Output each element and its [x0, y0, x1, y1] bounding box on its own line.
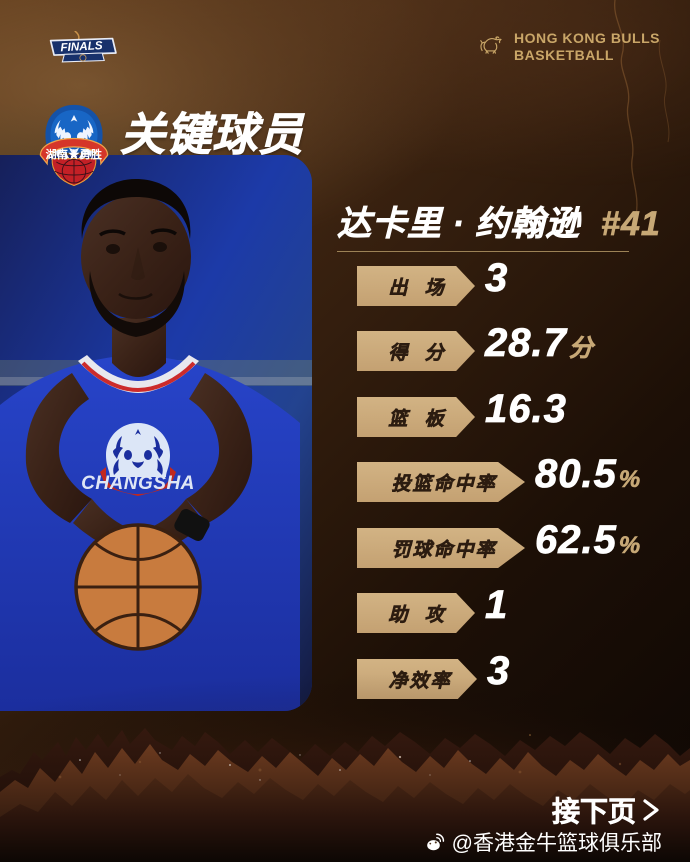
svg-text:CHANGSHA: CHANGSHA — [81, 473, 195, 494]
svg-text:FINALS: FINALS — [60, 39, 103, 54]
svg-text:湖南★勇胜: 湖南★勇胜 — [46, 147, 103, 161]
